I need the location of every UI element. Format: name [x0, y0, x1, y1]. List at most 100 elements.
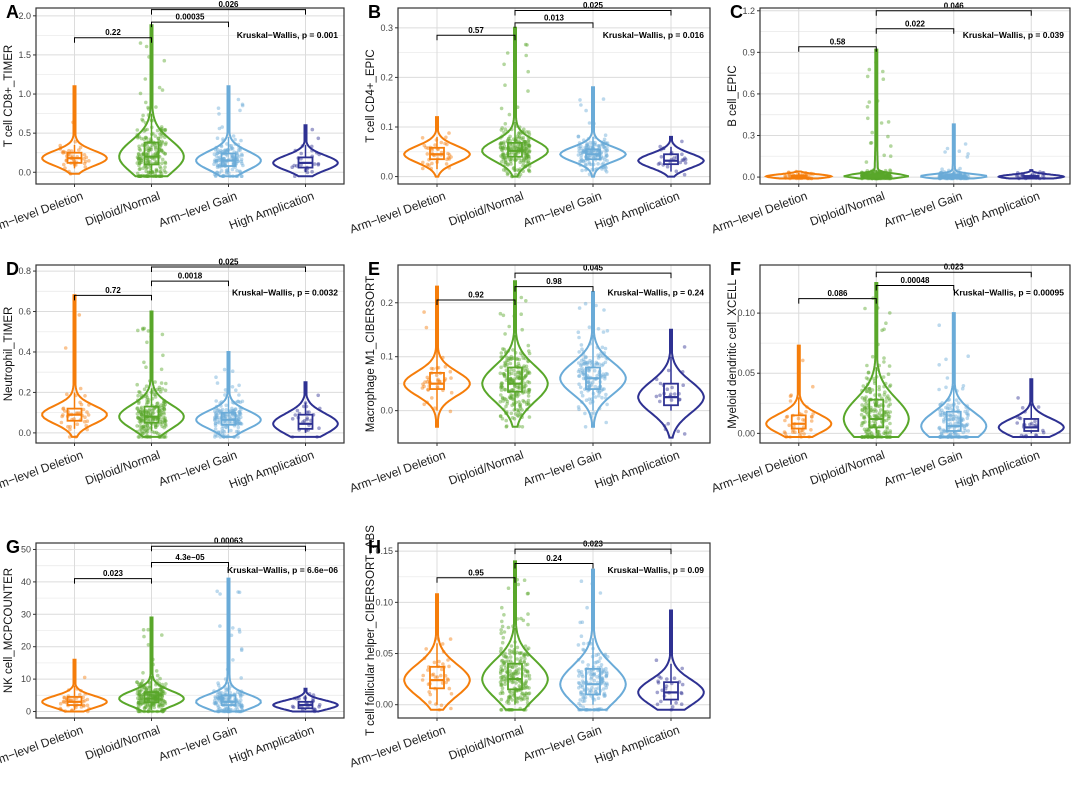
- data-point: [600, 162, 604, 167]
- data-point: [883, 429, 888, 434]
- data-point: [501, 141, 506, 146]
- data-point: [518, 412, 523, 416]
- data-point: [883, 174, 888, 179]
- data-point: [234, 388, 238, 393]
- comparison-bracket-2: 0.022: [875, 19, 955, 34]
- data-point: [155, 128, 160, 133]
- data-point: [137, 161, 142, 165]
- data-point: [941, 175, 946, 179]
- y-axis-title: Myeloid dendritic cell_XCELL: [727, 279, 739, 429]
- data-point: [963, 173, 967, 178]
- data-point: [678, 160, 683, 165]
- data-point: [316, 393, 321, 398]
- data-point: [524, 383, 528, 388]
- violin-4: [997, 169, 1066, 180]
- data-point: [158, 433, 162, 437]
- data-point: [215, 170, 219, 175]
- data-point: [146, 417, 150, 421]
- data-point: [82, 704, 86, 708]
- data-point: [158, 174, 162, 178]
- data-point: [160, 424, 164, 429]
- data-point: [938, 176, 943, 181]
- y-tick-label: 0.0: [380, 406, 393, 416]
- data-point: [527, 691, 532, 695]
- data-point: [513, 384, 517, 388]
- data-point: [214, 154, 219, 158]
- data-point: [142, 137, 146, 141]
- data-point: [948, 422, 953, 426]
- p-value-label: 0.086: [827, 289, 848, 298]
- data-point: [83, 159, 88, 164]
- data-point: [221, 429, 225, 433]
- data-point: [860, 174, 865, 178]
- data-point: [239, 174, 244, 178]
- data-point: [516, 132, 521, 136]
- data-point: [506, 586, 511, 590]
- data-point: [603, 396, 608, 400]
- data-point: [860, 170, 864, 175]
- data-point: [150, 709, 154, 714]
- data-point: [216, 158, 221, 163]
- data-point: [885, 173, 889, 178]
- data-point: [136, 702, 141, 707]
- data-point: [299, 151, 304, 156]
- data-point: [508, 378, 512, 383]
- data-point: [222, 173, 226, 178]
- box-1: [429, 371, 445, 390]
- data-point: [886, 173, 890, 178]
- data-point: [235, 420, 240, 424]
- data-point: [519, 158, 524, 163]
- data-point: [503, 122, 508, 126]
- data-point: [509, 377, 514, 382]
- data-point: [940, 173, 945, 178]
- data-point: [75, 422, 80, 427]
- data-point: [151, 657, 155, 662]
- data-point: [587, 385, 591, 389]
- data-point: [862, 415, 866, 420]
- data-point: [599, 351, 603, 356]
- comparison-bracket-2: 0.98: [514, 277, 594, 292]
- data-point: [213, 158, 217, 162]
- data-point: [499, 628, 504, 632]
- data-point: [868, 435, 872, 439]
- data-point: [163, 127, 168, 132]
- data-point: [498, 145, 503, 150]
- data-point: [520, 131, 525, 135]
- data-point: [592, 708, 597, 712]
- data-point: [316, 162, 321, 167]
- data-point: [236, 422, 240, 426]
- data-point: [87, 159, 91, 163]
- data-point: [499, 382, 503, 387]
- data-point: [580, 620, 585, 624]
- data-point: [217, 420, 221, 425]
- data-point: [523, 140, 527, 144]
- data-point: [158, 687, 162, 692]
- data-point: [423, 380, 427, 384]
- data-point: [877, 169, 882, 174]
- data-point: [502, 363, 507, 368]
- data-point: [965, 411, 969, 416]
- data-point: [422, 310, 426, 314]
- x-tick-label: Arm−level Deletion: [709, 448, 809, 496]
- data-point: [232, 435, 236, 439]
- data-point: [236, 97, 241, 102]
- data-point: [806, 173, 810, 178]
- data-point: [213, 148, 218, 152]
- data-point: [498, 136, 503, 140]
- data-point: [135, 382, 139, 387]
- data-point: [517, 136, 521, 140]
- data-point: [142, 129, 146, 133]
- data-point: [884, 174, 888, 179]
- data-point: [861, 420, 866, 425]
- data-point: [227, 413, 231, 418]
- data-point: [865, 172, 869, 177]
- data-point: [964, 175, 968, 180]
- data-point: [87, 403, 91, 407]
- data-point: [238, 400, 243, 405]
- data-point: [862, 427, 867, 432]
- data-point: [862, 406, 867, 410]
- data-point: [449, 155, 453, 159]
- data-point: [526, 154, 531, 159]
